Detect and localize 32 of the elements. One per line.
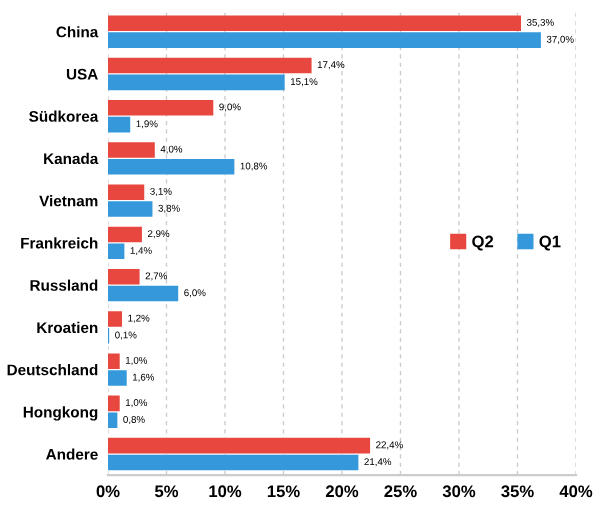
bar: [108, 15, 522, 31]
bar: [108, 243, 125, 260]
x-tick-label: 20%: [325, 485, 359, 498]
bar: [108, 370, 127, 386]
bar: [108, 57, 312, 74]
bar: [108, 99, 214, 116]
legend-label: Q1: [539, 235, 561, 251]
bar: [108, 226, 142, 243]
bar: [108, 142, 155, 158]
x-tick-label: 15%: [267, 485, 300, 498]
bar: [108, 32, 541, 48]
x-tick-label: 10%: [209, 485, 242, 498]
bar: [108, 285, 179, 302]
bar: [108, 201, 153, 217]
x-tick-label: 35%: [501, 485, 534, 498]
bar: [108, 412, 118, 429]
bar: [108, 311, 123, 327]
x-tick-label: 30%: [442, 485, 476, 498]
bar: [108, 437, 371, 454]
x-tick-label: 25%: [384, 485, 417, 498]
x-tick-label: 0%: [96, 485, 120, 498]
bar: [108, 454, 359, 471]
bar: [108, 74, 285, 91]
bar: [108, 395, 120, 412]
bar: [108, 159, 235, 175]
bar: [108, 268, 140, 285]
x-tick-label: 40%: [559, 485, 593, 498]
bar: [108, 184, 145, 200]
bar: [108, 116, 131, 133]
legend-label: Q2: [472, 235, 494, 251]
bar: [108, 353, 120, 369]
x-tick-label: 5%: [154, 485, 179, 498]
